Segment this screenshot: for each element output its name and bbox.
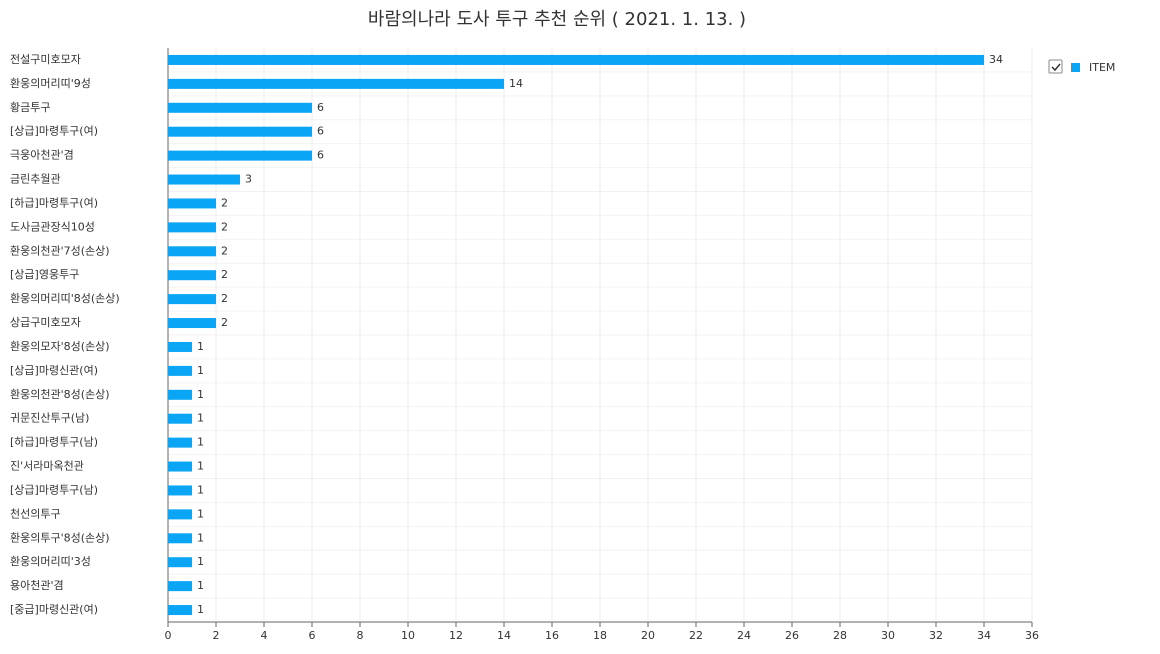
x-tick-label: 8 (357, 629, 364, 642)
bar (168, 318, 216, 329)
bar (168, 509, 192, 520)
value-label: 2 (221, 244, 228, 257)
value-label: 6 (317, 125, 324, 138)
y-tick-label: [상급]마령신관(여) (10, 364, 98, 377)
y-tick-label: [하급]마령투구(여) (10, 195, 98, 209)
value-label: 2 (221, 196, 228, 209)
value-label: 6 (317, 101, 324, 114)
value-label: 1 (197, 483, 204, 496)
chart-title: 바람의나라 도사 투구 추천 순위 ( 2021. 1. 13. ) (368, 9, 746, 30)
x-tick-label: 0 (165, 629, 172, 642)
value-label: 14 (509, 77, 523, 90)
bar (168, 389, 192, 400)
x-tick-label: 22 (689, 629, 703, 642)
value-label: 2 (221, 220, 228, 233)
x-tick-label: 18 (593, 629, 607, 642)
value-label: 34 (989, 53, 1003, 66)
bar (168, 126, 312, 137)
x-tick-label: 6 (309, 629, 316, 642)
bar (168, 270, 216, 281)
bar (168, 222, 216, 233)
y-tick-label: 환웅의투구'8성(손상) (10, 531, 110, 544)
y-tick-label: 도사금관장식10성 (10, 220, 95, 233)
value-label: 1 (197, 531, 204, 544)
y-tick-label: 환웅의모자'8성(손상) (10, 340, 110, 353)
value-label: 1 (197, 364, 204, 377)
x-tick-label: 20 (641, 629, 655, 642)
bar (168, 78, 504, 89)
value-label: 2 (221, 268, 228, 281)
x-tick-label: 34 (977, 629, 991, 642)
value-label: 1 (197, 579, 204, 592)
x-tick-label: 2 (213, 629, 220, 642)
value-label: 2 (221, 316, 228, 329)
y-tick-label: 상급구미호모자 (10, 316, 81, 329)
bar (168, 150, 312, 161)
y-tick-label: 전설구미호모자 (10, 53, 81, 66)
legend-check (1051, 63, 1061, 72)
value-label: 1 (197, 412, 204, 425)
bar (168, 581, 192, 592)
legend-swatch[interactable] (1071, 63, 1080, 72)
value-label: 6 (317, 149, 324, 162)
value-label: 1 (197, 436, 204, 449)
y-tick-label: [상급]마령투구(남) (10, 483, 98, 496)
bar (168, 102, 312, 113)
y-tick-label: 천선의투구 (10, 506, 61, 520)
x-tick-label: 30 (881, 629, 895, 642)
bar (168, 605, 192, 616)
bar (168, 246, 216, 257)
x-tick-label: 14 (497, 629, 511, 642)
x-tick-label: 10 (401, 629, 415, 642)
bar (168, 294, 216, 305)
bar (168, 485, 192, 496)
x-tick-label: 28 (833, 629, 847, 642)
y-tick-label: [중급]마령신관(여) (10, 603, 98, 616)
x-tick-label: 24 (737, 629, 751, 642)
x-tick-label: 16 (545, 629, 559, 642)
bar (168, 461, 192, 472)
y-tick-label: 황금투구 (10, 101, 50, 114)
y-tick-label: 환웅의머리띠'9성 (10, 77, 91, 90)
bar (168, 557, 192, 568)
y-tick-label: [상급]영웅투구 (10, 268, 79, 281)
y-tick-label: 환웅의머리띠'3성 (10, 555, 91, 568)
y-tick-label: [상급]마령투구(여) (10, 125, 98, 138)
y-tick-label: 환웅의천관'8성(손상) (10, 387, 110, 401)
y-tick-label: 용아천관'겸 (10, 578, 64, 592)
legend-label[interactable]: ITEM (1089, 61, 1115, 74)
y-tick-label: 진'서라마옥천관 (10, 459, 84, 473)
bar (168, 413, 192, 424)
bar (168, 341, 192, 352)
bar (168, 533, 192, 544)
legend-checkbox[interactable] (1048, 59, 1063, 74)
value-label: 3 (245, 173, 252, 186)
y-tick-label: 극웅아천관'겸 (10, 148, 74, 162)
value-label: 2 (221, 292, 228, 305)
x-tick-label: 12 (449, 629, 463, 642)
value-label: 1 (197, 388, 204, 401)
bar (168, 365, 192, 376)
bar (168, 174, 240, 185)
value-label: 1 (197, 603, 204, 616)
bar (168, 437, 192, 448)
y-tick-label: 환웅의천관'7성(손상) (10, 243, 110, 257)
value-label: 1 (197, 340, 204, 353)
value-label: 1 (197, 507, 204, 520)
x-tick-label: 36 (1025, 629, 1039, 642)
x-tick-label: 32 (929, 629, 943, 642)
bar (168, 54, 984, 65)
x-tick-label: 4 (261, 629, 268, 642)
value-label: 1 (197, 555, 204, 568)
y-tick-label: [하급]마령투구(남) (10, 435, 98, 449)
x-tick-label: 26 (785, 629, 799, 642)
bar (168, 198, 216, 209)
y-tick-label: 금린추월관 (10, 173, 61, 186)
value-label: 1 (197, 460, 204, 473)
y-tick-label: 환웅의머리띠'8성(손상) (10, 292, 120, 305)
y-tick-label: 귀문진산투구(남) (10, 412, 89, 425)
